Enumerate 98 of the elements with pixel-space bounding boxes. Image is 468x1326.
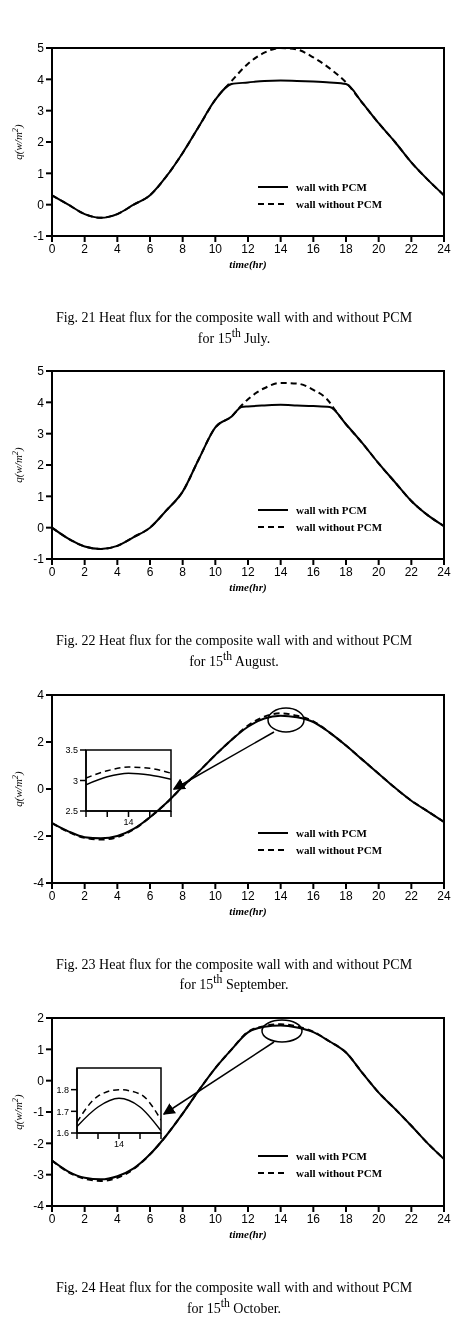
x-tick-label: 12	[241, 888, 255, 903]
legend-label: wall with PCM	[296, 180, 367, 193]
y-tick-label: 3	[37, 103, 45, 118]
y-tick-label: 4	[37, 395, 45, 410]
x-axis-title: time(hr)	[229, 904, 267, 918]
x-tick-label: 6	[146, 1211, 154, 1226]
x-tick-label: 6	[146, 888, 154, 903]
y-tick-label: 2	[37, 135, 45, 150]
y-tick-label: 2.5	[65, 805, 78, 816]
x-tick-label: 16	[306, 1211, 321, 1226]
y-tick-label: 1.6	[56, 1127, 69, 1138]
y-tick-label: 5	[37, 41, 45, 56]
x-tick-label: 4	[113, 564, 121, 579]
x-tick-label: 2	[81, 1211, 89, 1226]
x-tick-label: 16	[306, 241, 321, 256]
y-tick-label: 1.8	[56, 1084, 69, 1095]
x-tick-label: 20	[371, 241, 386, 256]
y-tick-label: 3.5	[65, 744, 78, 755]
x-tick-label: 8	[179, 1211, 187, 1226]
x-tick-label: 4	[113, 1211, 121, 1226]
y-tick-label: 4	[37, 72, 45, 87]
x-tick-label: 22	[404, 564, 419, 579]
x-tick-label: 14	[273, 888, 288, 903]
x-tick-label: 16	[306, 888, 321, 903]
x-tick-label: 12	[241, 1211, 255, 1226]
x-tick-label: 6	[146, 564, 154, 579]
y-tick-label: 1	[37, 1042, 45, 1057]
y-tick-label: 0	[37, 197, 45, 212]
x-axis-title: time(hr)	[229, 1227, 267, 1241]
x-tick-label: 2	[81, 564, 89, 579]
x-tick-label: 24	[437, 241, 451, 256]
x-axis-title: time(hr)	[229, 581, 267, 595]
legend-label: wall with PCM	[296, 1150, 367, 1163]
x-tick-label: 14	[273, 241, 288, 256]
text: Fig. 21 Heat flux for the composite wall with and without PCM for 15$^{th}$ July.	[54, 309, 414, 348]
legend-label: wall with PCM	[296, 503, 367, 516]
x-tick-label: 20	[371, 1211, 386, 1226]
x-tick-label: 18	[339, 564, 353, 579]
y-tick-label: 2	[37, 458, 45, 473]
x-tick-label: 22	[404, 1211, 419, 1226]
y-tick-label: 4	[37, 687, 45, 702]
x-tick-label: 18	[339, 1211, 353, 1226]
legend-label: wall without PCM	[296, 520, 383, 533]
x-tick-label: 24	[437, 888, 451, 903]
y-tick-label: 0	[37, 1073, 45, 1088]
x-axis-title: time(hr)	[229, 258, 267, 271]
x-tick-label: 14	[113, 1139, 125, 1150]
x-tick-label: 8	[179, 564, 187, 579]
y-tick-label: 5	[37, 364, 45, 379]
y-tick-label: -1	[33, 1105, 45, 1120]
x-tick-label: 4	[113, 241, 121, 256]
x-tick-label: 14	[273, 564, 288, 579]
x-tick-label: 18	[339, 241, 353, 256]
legend-label: wall without PCM	[296, 844, 383, 856]
y-tick-label: 2	[37, 1011, 45, 1026]
legend-label: wall without PCM	[296, 1167, 383, 1180]
y-tick-label: 1	[37, 166, 45, 181]
x-tick-label: 22	[404, 888, 419, 903]
y-tick-label: 3	[72, 775, 78, 786]
y-tick-label: 1	[37, 489, 45, 504]
x-tick-label: 20	[371, 564, 386, 579]
y-tick-label: 2	[37, 734, 45, 749]
y-tick-label: -1	[33, 229, 45, 244]
text: Fig. 24 Heat flux for the composite wall with and without PCM for 15$^{th}$ October.	[54, 1278, 414, 1317]
y-tick-label: -1	[33, 552, 45, 567]
x-tick-label: 20	[371, 888, 386, 903]
x-tick-label: 10	[208, 1211, 223, 1226]
x-tick-label: 2	[81, 888, 89, 903]
x-tick-label: 10	[208, 888, 223, 903]
x-tick-label: 24	[437, 1211, 451, 1226]
y-tick-label: 0	[37, 781, 45, 796]
y-tick-label: 1.7	[56, 1106, 69, 1117]
legend-label: wall without PCM	[296, 197, 383, 210]
y-tick-label: 0	[37, 521, 45, 536]
x-tick-label: 14	[123, 816, 134, 827]
x-tick-label: 16	[306, 564, 321, 579]
y-tick-label: -3	[33, 1167, 45, 1182]
x-tick-label: 10	[208, 241, 223, 256]
y-tick-label: -2	[33, 1136, 45, 1151]
text: Fig. 22 Heat flux for the composite wall with and without PCM for 15$^{th}$ August.	[54, 632, 414, 671]
x-tick-label: 8	[179, 241, 187, 256]
x-tick-label: 12	[241, 241, 255, 256]
legend-label: wall with PCM	[296, 827, 367, 839]
x-tick-label: 6	[146, 241, 154, 256]
x-tick-label: 10	[208, 564, 223, 579]
y-tick-label: -4	[33, 1199, 45, 1214]
x-tick-label: 2	[81, 241, 89, 256]
x-tick-label: 18	[339, 888, 353, 903]
x-tick-label: 4	[113, 888, 121, 903]
x-tick-label: 8	[179, 888, 187, 903]
x-tick-label: 24	[437, 564, 451, 579]
x-tick-label: 12	[241, 564, 255, 579]
y-tick-label: -4	[33, 875, 45, 890]
y-tick-label: 3	[37, 427, 45, 442]
x-tick-label: 14	[273, 1211, 288, 1226]
x-tick-label: 22	[404, 241, 419, 256]
text: Fig. 23 Heat flux for the composite wall with and without PCM for 15$^{th}$ September.	[54, 955, 414, 994]
y-tick-label: -2	[33, 828, 45, 843]
